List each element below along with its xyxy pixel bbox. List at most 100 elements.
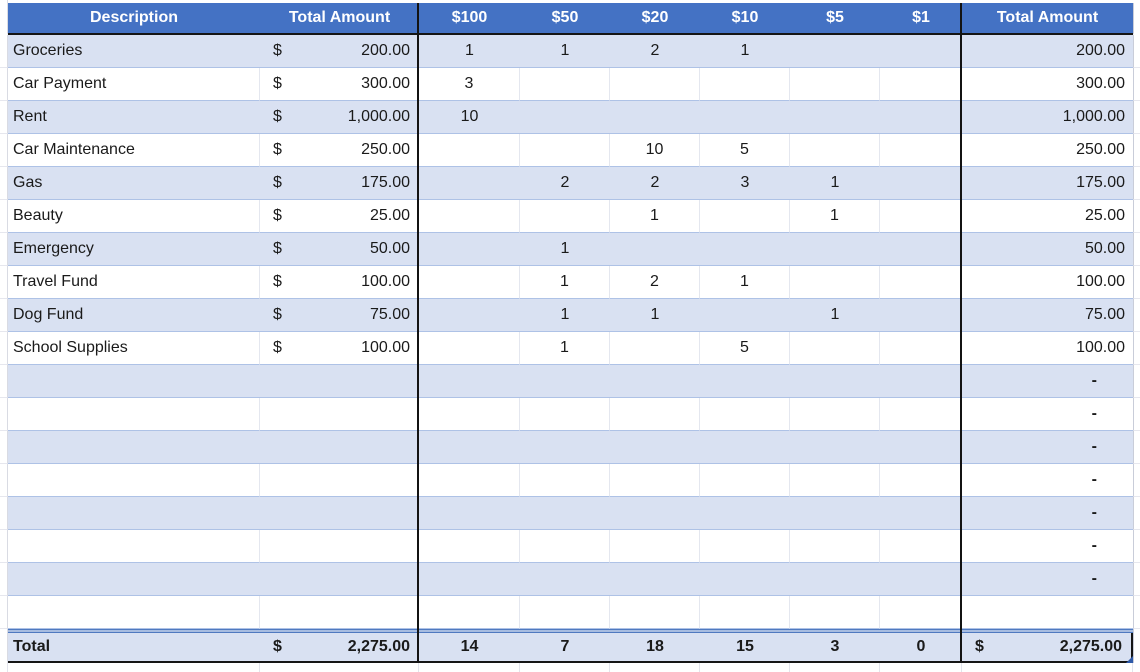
count-20-cell[interactable] [610, 68, 700, 101]
header-total-amount-right[interactable]: Total Amount [962, 3, 1133, 35]
count-5-cell[interactable] [790, 134, 880, 167]
empty-count-cell[interactable] [700, 530, 790, 563]
count-5-cell[interactable] [790, 101, 880, 134]
amount-cell[interactable]: $ 300.00 [260, 68, 419, 101]
empty-amount-cell[interactable] [260, 398, 419, 431]
total-amount-left-cell[interactable]: $ 2,275.00 [260, 633, 419, 663]
row-total-cell[interactable]: 50.00 [962, 233, 1133, 266]
empty-count-cell[interactable] [790, 530, 880, 563]
count-100-cell[interactable]: 3 [419, 68, 520, 101]
count-1-cell[interactable] [880, 68, 962, 101]
row-total-cell[interactable]: - [962, 530, 1133, 563]
count-5-cell[interactable] [790, 35, 880, 68]
description-cell[interactable]: Groceries [8, 35, 260, 68]
empty-count-cell[interactable] [700, 431, 790, 464]
empty-count-cell[interactable] [610, 563, 700, 596]
header-denomination-20[interactable]: $20 [610, 3, 700, 35]
count-50-cell[interactable] [520, 101, 610, 134]
header-description[interactable]: Description [8, 3, 260, 35]
empty-description-cell[interactable] [8, 530, 260, 563]
row-total-cell[interactable]: - [962, 563, 1133, 596]
total-count-5[interactable]: 3 [790, 633, 880, 663]
count-50-cell[interactable]: 1 [520, 266, 610, 299]
count-5-cell[interactable] [790, 332, 880, 365]
empty-description-cell[interactable] [8, 596, 260, 629]
empty-count-cell[interactable] [790, 563, 880, 596]
empty-count-cell[interactable] [790, 398, 880, 431]
empty-count-cell[interactable] [520, 464, 610, 497]
count-1-cell[interactable] [880, 134, 962, 167]
empty-count-cell[interactable] [880, 530, 962, 563]
count-1-cell[interactable] [880, 35, 962, 68]
empty-count-cell[interactable] [880, 464, 962, 497]
amount-cell[interactable]: $ 25.00 [260, 200, 419, 233]
empty-description-cell[interactable] [8, 497, 260, 530]
amount-cell[interactable]: $ 50.00 [260, 233, 419, 266]
empty-count-cell[interactable] [520, 365, 610, 398]
empty-count-cell[interactable] [880, 431, 962, 464]
empty-amount-cell[interactable] [260, 497, 419, 530]
empty-count-cell[interactable] [520, 530, 610, 563]
description-cell[interactable]: Gas [8, 167, 260, 200]
count-20-cell[interactable] [610, 101, 700, 134]
count-50-cell[interactable]: 1 [520, 299, 610, 332]
row-total-cell[interactable]: 300.00 [962, 68, 1133, 101]
count-10-cell[interactable] [700, 299, 790, 332]
empty-count-cell[interactable] [700, 497, 790, 530]
header-denomination-5[interactable]: $5 [790, 3, 880, 35]
description-cell[interactable]: Dog Fund [8, 299, 260, 332]
empty-count-cell[interactable] [610, 530, 700, 563]
amount-cell[interactable]: $ 75.00 [260, 299, 419, 332]
empty-count-cell[interactable] [700, 563, 790, 596]
amount-cell[interactable]: $ 1,000.00 [260, 101, 419, 134]
empty-count-cell[interactable] [790, 365, 880, 398]
empty-count-cell[interactable] [419, 365, 520, 398]
count-10-cell[interactable]: 5 [700, 332, 790, 365]
empty-count-cell[interactable] [790, 464, 880, 497]
row-total-cell[interactable]: 25.00 [962, 200, 1133, 233]
count-10-cell[interactable] [700, 200, 790, 233]
empty-count-cell[interactable] [790, 596, 880, 629]
count-10-cell[interactable]: 3 [700, 167, 790, 200]
empty-amount-cell[interactable] [260, 464, 419, 497]
count-10-cell[interactable] [700, 233, 790, 266]
header-denomination-10[interactable]: $10 [700, 3, 790, 35]
count-50-cell[interactable]: 1 [520, 233, 610, 266]
empty-count-cell[interactable] [520, 563, 610, 596]
total-count-1[interactable]: 0 [880, 633, 962, 663]
empty-count-cell[interactable] [520, 398, 610, 431]
row-total-cell[interactable]: - [962, 431, 1133, 464]
empty-count-cell[interactable] [419, 431, 520, 464]
empty-count-cell[interactable] [610, 596, 700, 629]
empty-description-cell[interactable] [8, 464, 260, 497]
count-1-cell[interactable] [880, 101, 962, 134]
count-1-cell[interactable] [880, 200, 962, 233]
empty-description-cell[interactable] [8, 563, 260, 596]
total-count-100[interactable]: 14 [419, 633, 520, 663]
count-100-cell[interactable] [419, 299, 520, 332]
row-total-cell[interactable]: - [962, 398, 1133, 431]
description-cell[interactable]: Travel Fund [8, 266, 260, 299]
total-label-cell[interactable]: Total [8, 633, 260, 663]
empty-amount-cell[interactable] [260, 365, 419, 398]
count-5-cell[interactable] [790, 68, 880, 101]
row-total-cell[interactable]: 200.00 [962, 35, 1133, 68]
empty-count-cell[interactable] [880, 497, 962, 530]
amount-cell[interactable]: $ 100.00 [260, 332, 419, 365]
row-total-cell[interactable]: - [962, 365, 1133, 398]
count-10-cell[interactable]: 5 [700, 134, 790, 167]
count-100-cell[interactable] [419, 134, 520, 167]
count-100-cell[interactable] [419, 332, 520, 365]
amount-cell[interactable]: $ 250.00 [260, 134, 419, 167]
empty-count-cell[interactable] [419, 398, 520, 431]
empty-amount-cell[interactable] [260, 431, 419, 464]
empty-count-cell[interactable] [520, 497, 610, 530]
empty-count-cell[interactable] [610, 431, 700, 464]
count-20-cell[interactable] [610, 332, 700, 365]
empty-count-cell[interactable] [419, 530, 520, 563]
empty-count-cell[interactable] [520, 431, 610, 464]
count-100-cell[interactable] [419, 266, 520, 299]
total-count-50[interactable]: 7 [520, 633, 610, 663]
description-cell[interactable]: Car Payment [8, 68, 260, 101]
count-1-cell[interactable] [880, 167, 962, 200]
